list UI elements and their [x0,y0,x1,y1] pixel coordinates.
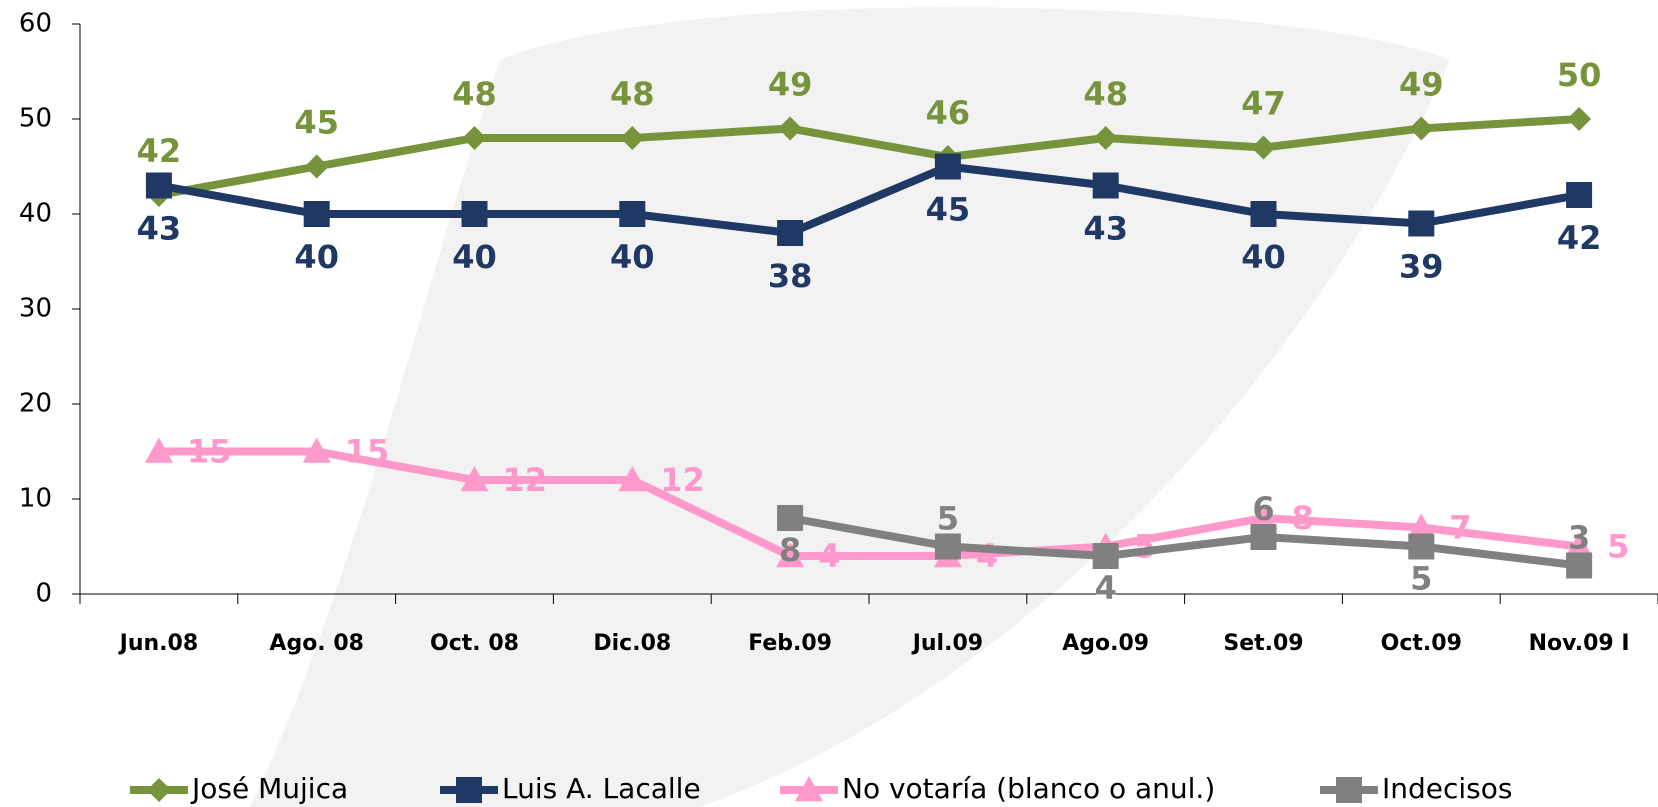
data-label: 4 [976,537,998,575]
data-label: 4 [818,537,840,575]
x-tick-label: Nov.09 I [1529,631,1630,656]
legend-label: Luis A. Lacalle [502,772,701,805]
point [1566,552,1593,579]
point [144,437,173,463]
point [1567,107,1592,131]
data-label: 12 [503,461,548,499]
point [145,172,172,199]
data-label: 5 [937,500,959,538]
data-label: 39 [1399,248,1444,286]
data-label: 3 [1568,519,1590,557]
point [1093,126,1118,150]
series-line [158,447,1580,560]
point [1409,116,1434,141]
point [302,437,331,463]
point [1249,504,1278,530]
data-label: 8 [779,531,801,569]
series-line [158,162,1580,237]
data-label: 5 [1607,528,1629,566]
x-tick-label: Jun.08 [118,631,198,656]
y-tick-label: 40 [19,199,52,229]
y-tick-label: 0 [35,579,52,609]
data-label: 5 [1134,528,1156,566]
legend-label: Indecisos [1382,772,1512,805]
data-label: 48 [452,75,497,113]
data-label: 38 [768,257,813,295]
x-tick-label: Oct.09 [1381,631,1462,656]
data-label: 40 [294,238,339,276]
watermark [250,7,1450,807]
data-label: 5 [1410,560,1432,598]
point [778,116,803,141]
data-label: 40 [610,238,655,276]
point [147,778,171,802]
point [1250,201,1277,227]
x-tick-label: Ago.09 [1062,631,1149,656]
point [456,777,482,803]
x-tick-label: Oct. 08 [430,631,519,656]
point [462,126,487,150]
data-label: 42 [137,132,182,170]
data-label: 49 [1399,66,1444,104]
data-label: 45 [294,104,339,142]
data-label: 42 [1557,219,1602,257]
point [1092,543,1119,569]
point [618,466,647,492]
y-tick-label: 60 [19,9,52,39]
data-label: 12 [660,461,705,499]
data-label: 46 [926,94,971,132]
point [619,201,646,227]
series-line [789,514,1580,570]
data-label: 47 [1241,85,1286,123]
point [1250,524,1277,550]
point [934,533,961,560]
data-label: 43 [1083,210,1128,248]
point [776,542,805,568]
point [1251,135,1276,160]
data-label: 8 [1292,499,1314,537]
x-tick-label: Dic.08 [593,631,671,656]
data-label: 48 [1083,75,1128,113]
data-label: 15 [345,433,390,471]
point [1408,210,1435,237]
point [1407,513,1436,539]
x-tick-label: Set.09 [1223,631,1303,656]
point [1336,777,1362,803]
point [934,153,961,180]
data-label: 40 [1241,238,1286,276]
data-label: 49 [768,66,813,104]
point [620,126,645,150]
data-label: 7 [1449,509,1471,547]
point [461,201,488,227]
legend-label: No votaría (blanco o anul.) [842,772,1215,805]
data-label: 45 [926,191,971,229]
point [1566,182,1593,208]
point [1565,532,1594,558]
y-tick-label: 30 [19,294,52,324]
data-label: 6 [1252,490,1274,528]
x-tick-label: Feb.09 [748,631,832,656]
legend-label: José Mujica [190,772,348,805]
x-tick-label: Jul.09 [911,631,983,656]
point [1408,533,1435,560]
point [1092,172,1119,199]
series-line [158,115,1580,199]
data-label: 4 [1095,569,1117,607]
point [777,220,804,246]
data-label: 48 [610,75,655,113]
point [304,154,329,179]
data-label: 50 [1557,56,1602,94]
point [303,201,330,227]
y-tick-label: 10 [19,484,52,514]
data-label: 15 [187,433,232,471]
x-tick-label: Ago. 08 [269,631,364,656]
point [795,776,823,802]
point [777,505,804,531]
y-tick-label: 50 [19,104,52,134]
data-label: 43 [137,210,182,248]
data-label: 40 [452,238,497,276]
y-tick-label: 20 [19,389,52,419]
point [460,466,489,492]
